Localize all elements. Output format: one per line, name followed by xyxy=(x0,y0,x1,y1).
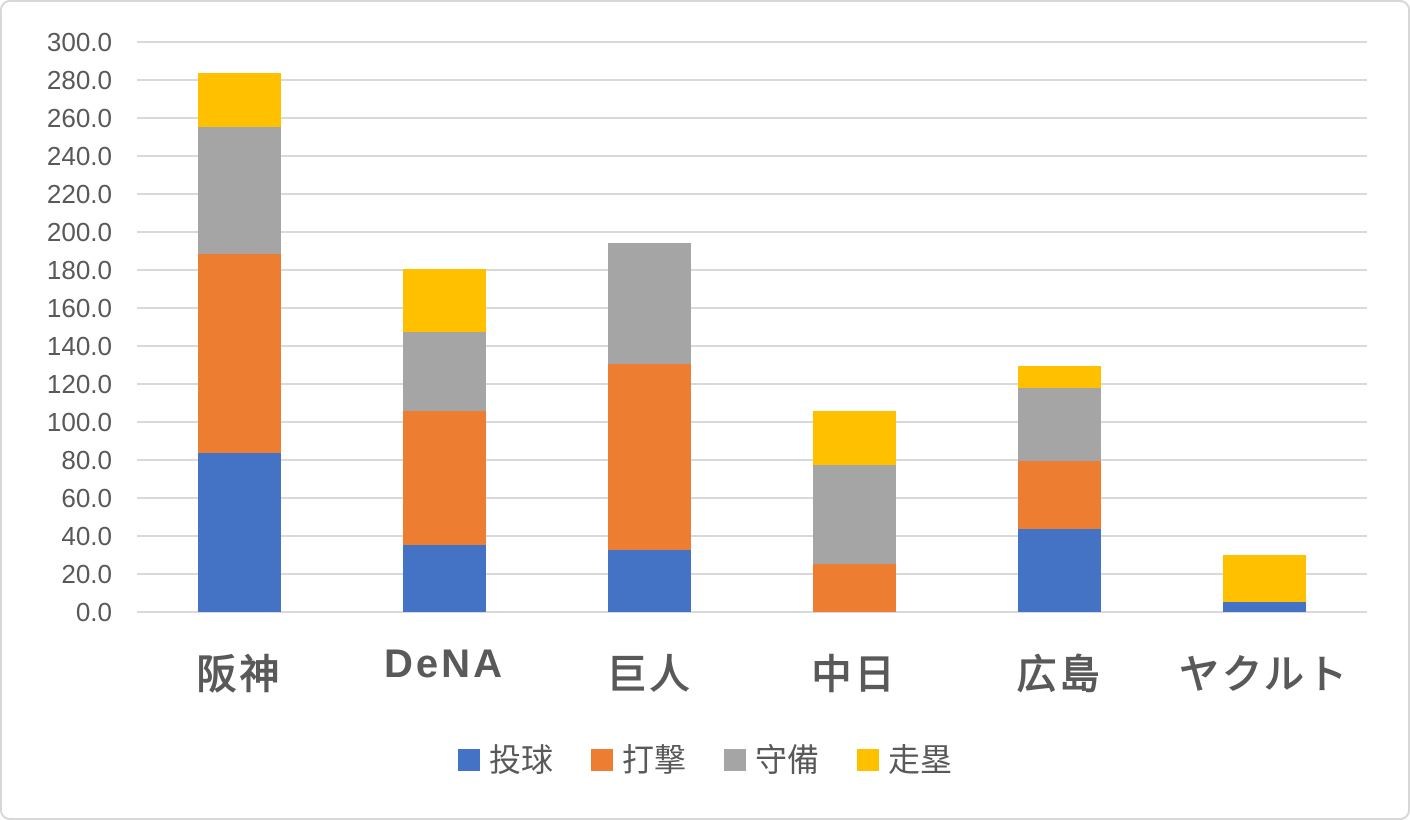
legend-item[interactable]: 守備 xyxy=(724,744,819,776)
legend-label: 走塁 xyxy=(888,742,953,778)
x-axis-category-label: 広島 xyxy=(1016,653,1103,697)
bar-segment[interactable] xyxy=(608,364,691,551)
bar-segment[interactable] xyxy=(813,410,896,465)
legend-swatch-icon xyxy=(457,749,480,771)
gridline xyxy=(137,497,1367,499)
gridline xyxy=(137,117,1367,119)
legend-swatch-icon xyxy=(857,749,880,771)
plot-area xyxy=(137,41,1367,613)
y-axis-tick-label: 160.0 xyxy=(46,293,112,323)
gridline xyxy=(137,193,1367,195)
y-axis-tick-label: 100.0 xyxy=(46,407,112,437)
legend-label: 投球 xyxy=(488,742,553,778)
bar-segment[interactable] xyxy=(1223,601,1306,612)
legend-swatch-icon xyxy=(590,749,613,771)
gridline xyxy=(137,345,1367,347)
x-axis-category-label: 阪神 xyxy=(196,653,283,697)
y-axis-tick-label: 80.0 xyxy=(61,445,112,475)
y-axis-tick-label: 60.0 xyxy=(61,483,112,513)
bar-segment[interactable] xyxy=(403,410,486,545)
y-axis-tick-label: 120.0 xyxy=(46,369,112,399)
bar-segment[interactable] xyxy=(403,269,486,332)
gridline xyxy=(137,421,1367,423)
x-axis-line xyxy=(137,611,1367,613)
y-axis-tick-label: 300.0 xyxy=(46,27,112,57)
y-axis-tick-label: 180.0 xyxy=(46,255,112,285)
legend: 投球 打撃 守備 走塁 xyxy=(2,744,1408,776)
x-axis-category-label: 中日 xyxy=(811,653,898,697)
bar-segment[interactable] xyxy=(1018,365,1101,388)
bar-segment[interactable] xyxy=(813,563,896,612)
gridline xyxy=(137,269,1367,271)
x-axis-category-label: 巨人 xyxy=(606,653,693,697)
bar-group xyxy=(1223,42,1306,612)
legend-item[interactable]: 投球 xyxy=(457,742,553,778)
gridline xyxy=(137,535,1367,537)
x-axis-category-label: DeNA xyxy=(384,642,505,686)
bar-segment[interactable] xyxy=(1018,529,1101,612)
y-axis-tick-label: 0.0 xyxy=(75,597,112,627)
bar-segment[interactable] xyxy=(813,464,896,564)
y-axis-tick-label: 200.0 xyxy=(46,217,112,247)
bar-group xyxy=(813,42,896,612)
gridline xyxy=(137,307,1367,309)
legend-swatch-icon xyxy=(724,749,746,771)
bar-segment[interactable] xyxy=(608,550,691,612)
y-axis-tick-label: 40.0 xyxy=(61,521,112,551)
gridline xyxy=(137,459,1367,461)
x-axis-category-label: ヤクルト xyxy=(1179,653,1350,697)
bar-group xyxy=(198,42,281,612)
bar-segment[interactable] xyxy=(1018,387,1101,461)
legend-item[interactable]: 打撃 xyxy=(590,742,686,778)
bar-segment[interactable] xyxy=(1223,555,1306,602)
legend-label: 守備 xyxy=(755,742,820,778)
bar-segment[interactable] xyxy=(198,73,281,127)
gridline xyxy=(137,41,1367,43)
y-axis-tick-label: 140.0 xyxy=(46,331,112,361)
legend-label: 打撃 xyxy=(621,742,686,778)
y-axis-tick-label: 220.0 xyxy=(46,179,112,209)
y-axis-tick-label: 260.0 xyxy=(46,103,112,133)
bar-group xyxy=(1018,42,1101,612)
legend-item[interactable]: 走塁 xyxy=(857,744,952,776)
bar-segment[interactable] xyxy=(198,253,281,454)
gridline xyxy=(137,79,1367,81)
gridline xyxy=(137,573,1367,575)
y-axis-tick-label: 280.0 xyxy=(46,65,112,95)
bar-group xyxy=(403,42,486,612)
bar-segment[interactable] xyxy=(198,453,281,612)
gridline xyxy=(137,155,1367,157)
gridline xyxy=(137,383,1367,385)
y-axis-tick-label: 20.0 xyxy=(61,559,112,589)
y-axis-tick-label: 240.0 xyxy=(46,141,112,171)
bar-segment[interactable] xyxy=(403,544,486,612)
y-axis: 300.0 280.0 260.0 240.0 220.0 200.0 180.0 160.0… xyxy=(2,2,122,652)
bar-segment[interactable] xyxy=(1018,460,1101,530)
bar-segment[interactable] xyxy=(608,243,691,365)
bar-segment[interactable] xyxy=(198,126,281,254)
bar-segment[interactable] xyxy=(403,331,486,411)
bar-group xyxy=(608,42,691,612)
gridline xyxy=(137,231,1367,233)
